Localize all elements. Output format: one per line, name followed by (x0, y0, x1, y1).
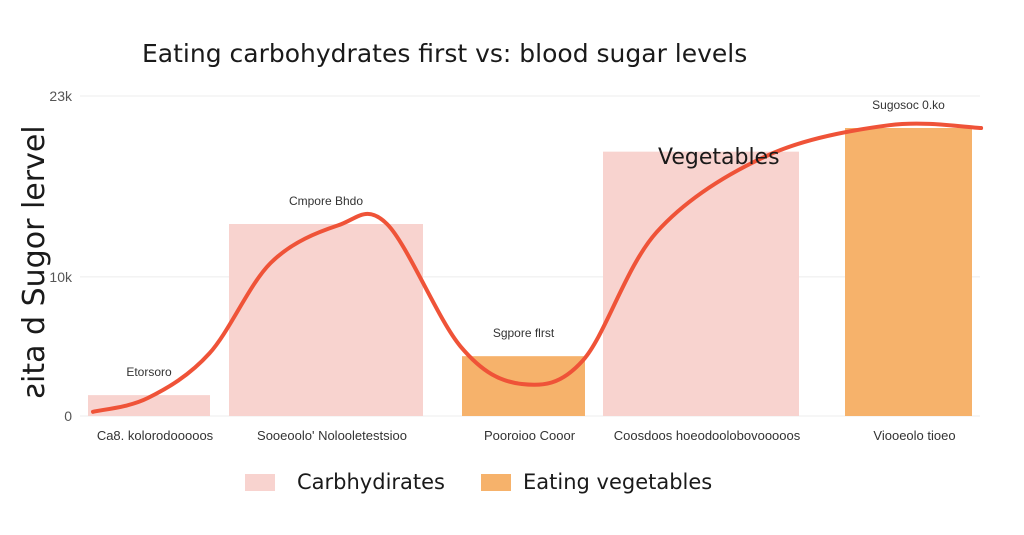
legend-swatch-carbohydrates (245, 474, 275, 491)
y-axis-label: ƨita d Sugor lervel (17, 125, 52, 398)
legend-label-carbohydrates: Carbhydirates (297, 470, 445, 494)
x-tick-2: Sooeoolo' Nolooletestsioo (257, 428, 407, 443)
y-tick-3: 23k (49, 88, 73, 104)
annotation-vegetables: Vegetables (658, 145, 780, 170)
bar-label-5: Sugosoc 0.ko (872, 98, 945, 112)
y-ticks: 0 10k 23k (49, 88, 73, 424)
bars (88, 128, 972, 417)
x-tick-4: Coosdoos hoeodoolobovooooos (614, 428, 801, 443)
y-tick-2: 10k (49, 269, 73, 285)
bar-carbohydrates-1 (88, 395, 210, 416)
chart-title: Eating carbohydrates first vs: blood sug… (142, 39, 747, 68)
x-tick-5: Viooeolo tioeo (873, 428, 955, 443)
x-ticks: Ca8. kolorodooooos Sooeoolo' Nolooletest… (97, 428, 956, 443)
bar-label-3: Sgpore flrst (493, 326, 555, 340)
bar-carbohydrates-2 (229, 224, 423, 416)
legend-swatch-vegetables (481, 474, 511, 491)
legend: Carbhydirates Eating vegetables (245, 470, 712, 494)
bar-label-2: Cmpore Bhdo (289, 194, 363, 208)
legend-label-vegetables: Eating vegetables (523, 470, 712, 494)
bar-label-1: Etorsoro (126, 365, 172, 379)
x-tick-3: Pooroioo Cooor (484, 428, 576, 443)
bar-carbohydrates-4 (603, 151, 799, 417)
bar-labels: Etorsoro Cmpore Bhdo Sgpore flrst Sugoso… (126, 98, 945, 379)
bar-vegetables-5 (845, 128, 972, 416)
x-tick-1: Ca8. kolorodooooos (97, 428, 214, 443)
y-tick-1: 0 (64, 408, 72, 424)
blood-sugar-curve (91, 121, 984, 414)
